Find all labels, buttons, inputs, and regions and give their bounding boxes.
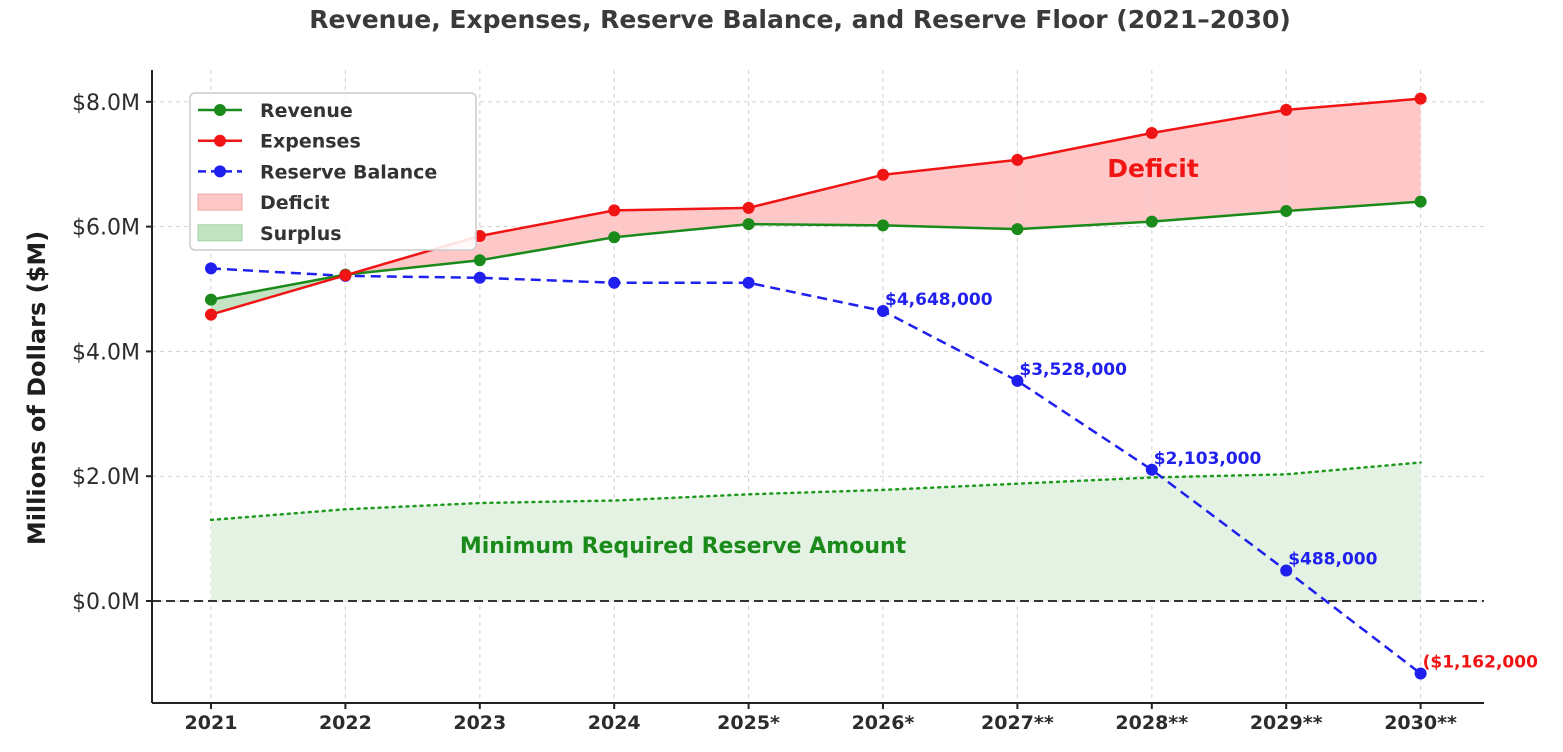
reserve-annotation-label: $4,648,000 <box>885 290 993 310</box>
y-tick-label: $8.0M <box>72 91 140 116</box>
revenue-point <box>608 231 621 244</box>
y-tick-label: $0.0M <box>72 590 140 615</box>
legend: Revenue Expenses Reserve Balance Deficit Sur… <box>189 92 477 251</box>
expenses-point <box>1280 103 1293 116</box>
reserve-balance-point <box>1145 463 1158 476</box>
legend-marker-revenue <box>214 104 226 116</box>
expenses-point <box>1011 153 1024 166</box>
reserve-balance-point <box>608 276 621 289</box>
y-tick-label: $4.0M <box>72 340 140 365</box>
legend-label-surplus: Surplus <box>260 223 342 245</box>
reserve-balance-point <box>1414 667 1427 680</box>
deficit-area <box>614 207 749 238</box>
deficit-area <box>883 159 1018 230</box>
revenue-point <box>1145 215 1158 228</box>
reserve-annotation-label: $2,103,000 <box>1154 449 1262 469</box>
y-tick-label: $6.0M <box>72 216 140 241</box>
x-tick-label: 2021 <box>185 712 238 734</box>
revenue-line <box>210 200 1421 301</box>
y-tick-label: $2.0M <box>72 465 140 490</box>
reserve-balance-line <box>210 267 1422 675</box>
x-tick-label: 2024 <box>588 712 641 734</box>
reserve-balance-point <box>742 276 755 289</box>
reserve-balance-point <box>473 271 486 284</box>
legend-swatch-deficit <box>197 193 243 211</box>
expenses-point <box>339 269 352 282</box>
expenses-point <box>608 204 621 217</box>
revenue-point <box>473 254 486 267</box>
legend-label-expenses: Expenses <box>260 131 361 153</box>
legend-label-reserve-balance: Reserve Balance <box>260 161 437 183</box>
expenses-points <box>205 92 1427 321</box>
reserve-floor-line <box>209 461 1422 522</box>
reserve-annotation-label: ($1,162,000 <box>1423 653 1538 673</box>
x-tick-label: 2023 <box>453 712 506 734</box>
legend-marker-expenses <box>214 134 226 147</box>
expenses-point <box>1414 92 1427 105</box>
revenue-point <box>205 293 217 306</box>
revenue-point <box>742 218 755 231</box>
deficit-region-label: Deficit <box>1107 154 1199 183</box>
expenses-point <box>742 201 755 214</box>
legend-marker-reserve-balance <box>214 165 226 178</box>
revenue-point <box>877 219 889 232</box>
reserve-balance-point <box>1011 374 1024 387</box>
reserve-annotation-label: $488,000 <box>1288 550 1377 570</box>
reserve-annotation-label: $3,528,000 <box>1019 360 1127 380</box>
expenses-point <box>1145 127 1158 139</box>
chart-title: Revenue, Expenses, Reserve Balance, and … <box>309 5 1291 34</box>
x-tick-label: 2022 <box>319 712 372 734</box>
legend-label-deficit: Deficit <box>260 192 330 214</box>
expenses-point <box>473 229 486 242</box>
reserve-balance-point <box>877 304 889 317</box>
x-tick-label: 2027** <box>981 712 1054 734</box>
reserve-balance-points <box>205 262 1427 680</box>
expenses-point <box>877 168 889 181</box>
legend-frame <box>189 92 477 251</box>
y-axis-label: Millions of Dollars ($M) <box>23 231 51 545</box>
x-tick-label: 2025* <box>717 712 780 734</box>
deficit-area <box>479 210 615 261</box>
legend-swatch-surplus <box>197 224 243 242</box>
reserve-balance-point <box>1280 564 1293 577</box>
deficit-area <box>748 174 883 226</box>
revenue-point <box>1011 223 1024 236</box>
deficit-area <box>1286 98 1421 211</box>
deficit-area <box>1151 109 1287 222</box>
x-tick-label: 2026* <box>852 712 915 734</box>
expenses-line <box>210 97 1421 316</box>
reserve-balance-point <box>205 262 217 275</box>
x-tick-label: 2030** <box>1384 712 1457 734</box>
legend-label-revenue: Revenue <box>260 100 353 122</box>
deficit-area <box>1017 133 1152 230</box>
x-tick-label: 2028** <box>1115 712 1188 734</box>
revenue-point <box>1280 205 1293 217</box>
revenue-point <box>1414 195 1427 208</box>
reserve-floor-region-label: Minimum Required Reserve Amount <box>460 534 907 559</box>
x-tick-label: 2029** <box>1250 712 1323 734</box>
reserve-floor-area <box>211 462 1421 601</box>
expenses-point <box>205 308 217 321</box>
